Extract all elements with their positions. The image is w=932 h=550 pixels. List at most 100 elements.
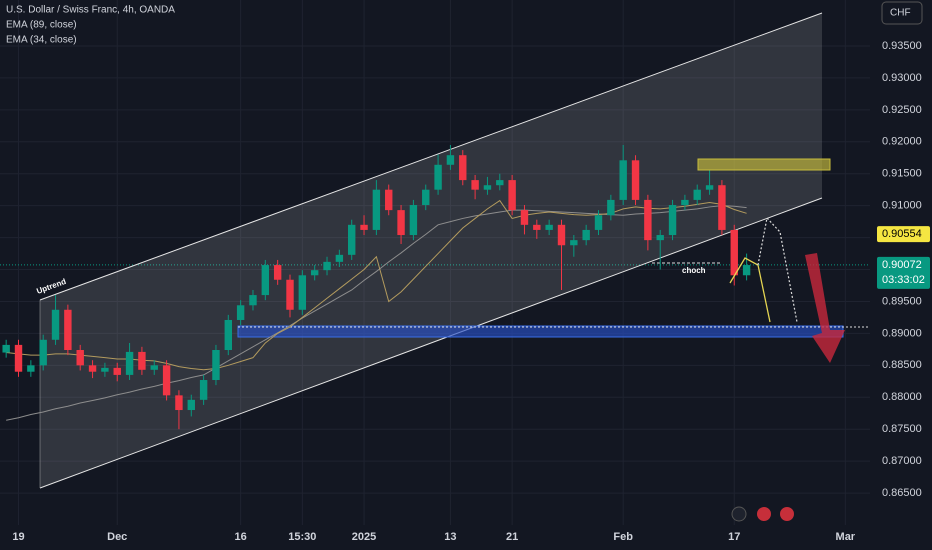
price-tag-label: 0.90554 [882,228,922,240]
candle-body [557,224,566,246]
projection-alt [757,216,798,323]
candle-body [496,180,504,186]
choch-label: choch [682,266,706,275]
candle-body [88,365,97,372]
y-tick-label: 0.93000 [882,72,922,84]
y-tick-label: 0.92000 [882,136,922,148]
candle-body [113,367,121,375]
candle-body [101,367,109,372]
supply-zone [697,158,831,171]
candle-body [138,351,146,370]
y-tick-label: 0.88000 [882,391,922,403]
price-tag [877,256,930,289]
candle-body [249,295,257,306]
y-tick-label: 0.93500 [882,40,922,52]
ema-line [6,205,747,421]
candle-body [323,261,331,271]
candle-body [681,199,689,206]
currency-label[interactable]: CHF [890,8,911,19]
demand-zone [237,325,844,338]
candle-body [261,265,270,296]
candle-body [175,395,183,411]
plot [2,144,751,430]
x-tick-label: Feb [613,531,633,543]
axes: 0.86500 0.87000 0.87500 0.88000 0.88500 0.890… [12,40,930,543]
candle-body [656,235,664,241]
y-tick-label: 0.89000 [882,327,922,339]
y-tick-label: 0.88500 [882,359,922,371]
channel-bottom [39,197,823,489]
candle-body [372,189,381,230]
candle-body [273,265,282,280]
candle-body [594,215,603,230]
candle-body [693,189,701,200]
candle-body [545,224,553,230]
candle-body [397,210,405,236]
candle-body [360,224,368,230]
icon[interactable] [757,507,771,521]
candle-body [14,344,23,372]
x-tick-label: 21 [506,531,518,543]
countdown: 03:33:02 [882,274,925,286]
currency-button[interactable] [881,1,923,25]
y-tick-label: 0.89500 [882,295,922,307]
x-tick-label: 19 [12,531,24,543]
candle-body [730,229,738,276]
candle-body [162,365,171,396]
candle-body [199,380,208,400]
price-tag [877,226,930,243]
legend-ema89: EMA (89, close) [6,20,77,31]
x-tick-label: Mar [836,531,856,543]
candle-body [286,279,294,310]
candle-body [310,270,319,276]
candle-body [212,350,220,381]
candle-body [422,189,430,206]
candle-body [125,351,134,375]
icon[interactable] [731,506,747,522]
x-tick-label: 17 [728,531,740,543]
candle-body [705,185,714,190]
candle-body [2,344,10,353]
candle-body [298,275,307,310]
y-tick-label: 0.87000 [882,455,922,467]
candle-body [224,319,232,350]
channel-top [39,12,823,301]
channel [40,13,822,488]
projection-path [729,257,771,323]
candle-body [533,224,541,230]
x-tick-label: 16 [235,531,247,543]
down-arrow [805,253,845,363]
x-tick-label: 15:30 [288,531,316,543]
candle-body [631,160,640,200]
candle-body [483,185,492,190]
candle-body [64,309,72,350]
candle-body [335,254,344,262]
candle-body [51,309,60,340]
candle-body [434,164,442,190]
candle-body [520,210,529,225]
candle-body [582,229,590,241]
legend-ema34: EMA (34, close) [6,35,77,46]
y-tick-label: 0.91000 [882,200,922,212]
candle-body [39,339,47,366]
candle-body [668,205,677,236]
y-tick-label: 0.87500 [882,423,922,435]
candle-body [508,180,516,211]
candle-body [742,265,751,276]
price-tag-label: 0.90072 [882,259,922,271]
candle-body [619,160,627,200]
candle-body [570,240,578,246]
candle-body [348,224,356,255]
x-tick-label: Dec [107,531,127,543]
icon[interactable] [780,507,794,521]
candle-body [236,305,245,320]
candle-body [459,155,467,181]
candle-body [76,350,84,366]
candle-body [187,399,195,411]
candle-body [471,180,479,190]
candle-body [446,155,455,165]
candle-body [150,365,158,370]
y-tick-label: 0.92500 [882,104,922,116]
